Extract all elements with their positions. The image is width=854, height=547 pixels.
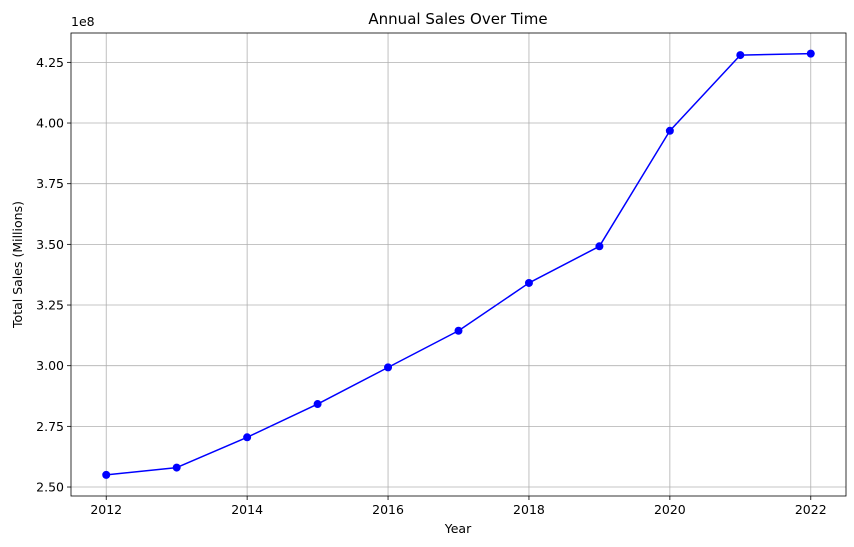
y-offset-label: 1e8: [71, 14, 95, 29]
y-tick-label: 3.00: [36, 358, 64, 373]
data-point-2016: [384, 363, 393, 372]
y-tick-label: 3.25: [36, 298, 64, 313]
data-point-2020: [665, 126, 674, 135]
x-tick-label: 2018: [513, 502, 545, 517]
x-axis-label: Year: [444, 521, 472, 536]
axis-ticks: 2012 2014 2016 2018 2020 2022 2.50 2.75 3.00 3.25…: [36, 55, 827, 517]
y-tick-label: 4.00: [36, 116, 64, 131]
y-axis-label: Total Sales (Millions): [10, 201, 25, 329]
grid: [71, 33, 846, 496]
data-point-2017: [454, 326, 463, 335]
x-tick-label: 2016: [372, 502, 404, 517]
x-tick-label: 2014: [231, 502, 263, 517]
y-tick-label: 2.50: [36, 480, 64, 495]
y-tick-label: 3.75: [36, 176, 64, 191]
data-point-2014: [243, 433, 252, 442]
series-line: [106, 52, 811, 476]
x-tick-label: 2020: [654, 502, 686, 517]
data-point-2022: [806, 49, 815, 58]
y-tick-label: 4.25: [36, 55, 64, 70]
plot-frame: [70, 32, 847, 497]
series: [102, 49, 815, 479]
data-point-2021: [736, 51, 745, 60]
y-tick-label: 3.50: [36, 237, 64, 252]
data-point-2013: [172, 463, 181, 472]
data-point-2019: [595, 242, 604, 251]
x-tick-label: 2022: [795, 502, 827, 517]
data-point-2015: [313, 400, 322, 409]
y-tick-label: 2.75: [36, 419, 64, 434]
chart-title: Annual Sales Over Time: [368, 10, 547, 28]
data-point-2018: [524, 278, 533, 287]
data-point-2012: [102, 470, 111, 479]
x-tick-label: 2012: [90, 502, 122, 517]
